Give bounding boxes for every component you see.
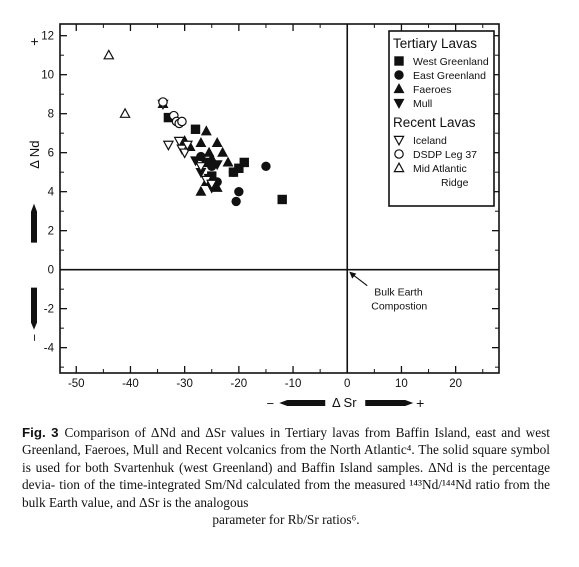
figure-caption: Fig. 3 Comparison of ΔNd and ΔSr values i… [22, 424, 550, 528]
y-tick-label: 4 [48, 187, 55, 199]
caption-line-2: Island, east and west Greenland, Faeroes… [22, 425, 550, 458]
x-tick-label: -30 [176, 378, 193, 390]
y-tick-label: 12 [41, 31, 54, 43]
data-point-triangle-up-filled [200, 125, 212, 136]
x-axis-positive-sign: + [416, 395, 424, 411]
y-tick-label: 6 [48, 148, 54, 160]
x-tick-label: 20 [449, 378, 462, 390]
caption-line-1: Comparison of ΔNd and ΔSr values in Tert… [64, 425, 430, 440]
data-point-circle-filled [234, 186, 244, 197]
x-axis-label: Δ Sr [332, 395, 357, 410]
y-axis-positive-arrow [31, 203, 37, 243]
data-point-square-filled [190, 124, 201, 134]
x-tick-label: -40 [122, 378, 139, 390]
data-point-triangle-up-filled [211, 137, 223, 148]
caption-line-3: the North Atlantic⁴. The solid square sy… [22, 442, 550, 475]
y-axis-label: Δ Nd [27, 141, 42, 169]
caption-line-5: tion of the time-integrated Sm/Nd calcul… [59, 477, 406, 493]
x-tick-label: 0 [344, 378, 350, 390]
data-point-triangle-up-open [103, 49, 115, 60]
legend-marker-triangle-down-open [393, 135, 405, 147]
x-tick-label: 10 [395, 378, 408, 390]
data-point-triangle-up-filled [206, 152, 218, 163]
legend-group-title: Tertiary Lavas [393, 36, 477, 51]
data-point-triangle-down-filled [190, 156, 201, 167]
annotation-line-1: Bulk Earth [374, 287, 423, 299]
legend-box [388, 30, 495, 207]
annotation-arrowhead [349, 271, 357, 279]
legend-entry-label: Iceland [413, 135, 447, 147]
data-point-circle-filled [231, 196, 241, 207]
data-point-triangle-up-filled [195, 137, 207, 148]
y-tick-label: -2 [44, 304, 54, 316]
x-tick-label: -50 [68, 378, 85, 390]
x-tick-label: -20 [231, 378, 248, 390]
y-tick-label: 2 [48, 226, 54, 238]
x-axis-positive-arrow [365, 400, 414, 406]
x-tick-label: -10 [285, 378, 302, 390]
caption-line-4: (west Greenland) and Baffin Island sampl… [22, 459, 550, 493]
y-axis-label-group: − Δ Nd + [26, 38, 42, 342]
legend-entry-label: DSDP Leg 37 [413, 149, 477, 161]
y-tick-label: 8 [48, 109, 54, 121]
legend-entry-label-cont: Ridge [441, 177, 469, 189]
y-tick-label: -4 [44, 343, 55, 355]
data-point-triangle-down-open [179, 148, 191, 159]
data-point-circle-filled [261, 161, 271, 172]
legend-marker-triangle-up-filled [393, 83, 405, 94]
annotation-line-2: Compostion [371, 301, 427, 313]
legend-entry-label: West Greenland [413, 56, 489, 68]
y-tick-label: 10 [41, 70, 54, 82]
data-point-triangle-down-filled [211, 160, 223, 171]
y-axis-negative-sign: − [27, 334, 42, 342]
y-axis-positive-sign: + [26, 38, 42, 46]
data-point-triangle-down-open [162, 140, 175, 151]
data-point-square-filled [239, 157, 249, 168]
caption-line-7: parameter for Rb/Sr ratios⁶. [212, 512, 360, 528]
legend-entry-label: Mull [413, 98, 432, 110]
y-axis-negative-arrow [31, 287, 37, 330]
legend-entry-label: Mid Atlantic [413, 163, 467, 175]
legend-marker-circle-filled [394, 70, 404, 80]
data-point-triangle-up-filled [217, 146, 229, 157]
caption-figure-number: Fig. 3 [22, 425, 59, 440]
y-tick-label: 0 [48, 265, 54, 277]
x-axis-negative-sign: − [266, 396, 274, 411]
data-point-triangle-up-open [119, 107, 131, 118]
data-point-circle-filled [228, 167, 239, 177]
data-point-triangle-down-open [173, 136, 185, 148]
legend-group-title: Recent Lavas [393, 115, 476, 130]
plot-frame [59, 23, 500, 374]
data-point-square-filled [277, 194, 287, 205]
legend-marker-triangle-down-filled [393, 98, 405, 109]
legend-entry-label: East Greenland [413, 70, 486, 82]
data-point-triangle-down-open [195, 162, 207, 173]
data-point-triangle-up-filled [222, 156, 234, 167]
data-point-circle-open [158, 97, 168, 107]
caption-line-6: ¹⁴³Nd/¹⁴⁴Nd ratio from the bulk Earth va… [22, 477, 551, 510]
legend-marker-circle-open [394, 149, 404, 159]
data-point-triangle-down-open [181, 140, 193, 151]
data-point-circle-open [177, 116, 187, 127]
data-point-triangle-down-open [206, 179, 218, 190]
legend-marker-square-filled [394, 56, 404, 66]
legend-marker-triangle-up-open [393, 161, 405, 173]
data-point-triangle-up-filled [195, 185, 207, 196]
legend-entry-label: Faeroes [413, 84, 452, 96]
x-axis-negative-arrow [279, 400, 326, 406]
